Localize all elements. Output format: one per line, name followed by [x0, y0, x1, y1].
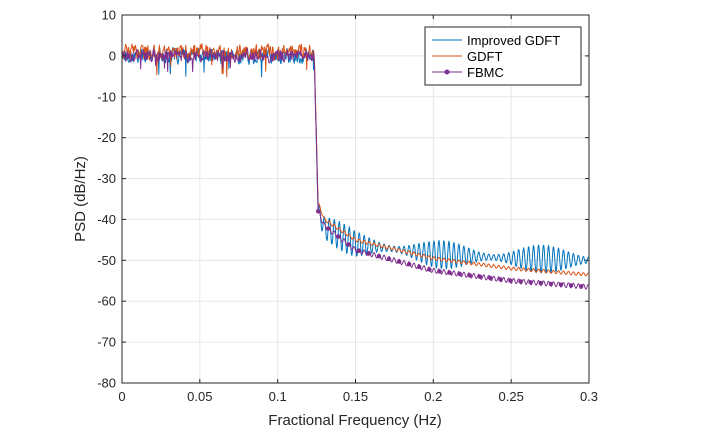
y-tick-label: -40	[97, 212, 116, 227]
fbmc-marker	[336, 234, 341, 239]
series-line-improved-gdft	[121, 46, 590, 274]
legend-marker-fbmc	[444, 69, 450, 75]
y-tick-label: -10	[97, 89, 116, 104]
x-tick-label: 0.15	[343, 389, 368, 404]
x-axis-title: Fractional Frequency (Hz)	[268, 412, 441, 429]
y-tick-label: -50	[97, 253, 116, 268]
fbmc-marker	[315, 209, 321, 214]
fbmc-marker	[396, 259, 402, 264]
fbmc-marker	[437, 269, 442, 274]
fbmc-marker	[508, 278, 513, 283]
x-tick-label: 0.3	[580, 389, 598, 404]
y-axis-title: PSD (dB/Hz)	[72, 156, 89, 242]
y-tick-label: 0	[109, 48, 116, 63]
fbmc-marker	[538, 280, 543, 286]
series-line-gdft	[121, 43, 590, 277]
x-tick-label: 0.1	[269, 389, 287, 404]
fbmc-marker	[467, 273, 473, 278]
legend-label-improved-gdft: Improved GDFT	[467, 33, 560, 48]
ticks	[121, 14, 590, 384]
legend: Improved GDFT GDFT FBMC	[424, 26, 582, 86]
x-tick-label: 0.25	[499, 389, 524, 404]
fbmc-marker	[457, 271, 462, 277]
y-tick-label: -80	[97, 376, 116, 391]
fbmc-marker	[568, 283, 574, 288]
fbmc-marker	[447, 270, 452, 275]
x-tick-label: 0.2	[424, 389, 442, 404]
fbmc-marker	[498, 277, 503, 282]
series-group	[121, 43, 590, 290]
fbmc-marker	[518, 279, 523, 284]
y-tick-label: -60	[97, 294, 116, 309]
series-line-fbmc	[121, 48, 590, 290]
y-tick-label: -30	[97, 171, 116, 186]
fbmc-marker	[579, 284, 584, 289]
fbmc-marker	[326, 226, 331, 231]
y-tick-label: -70	[97, 335, 116, 350]
fbmc-marker	[427, 267, 432, 272]
fbmc-marker	[386, 256, 392, 262]
legend-label-fbmc: FBMC	[467, 65, 504, 80]
fbmc-marker	[366, 251, 371, 256]
legend-label-gdft: GDFT	[467, 49, 502, 64]
tick-labels: 0 0.05 0.1 0.15 0.2 0.25 0.3 10 0 -10 -20 -30 -40 -50…	[97, 8, 598, 405]
fbmc-marker	[376, 254, 382, 259]
fbmc-marker	[558, 282, 564, 287]
y-tick-label: -20	[97, 130, 116, 145]
fbmc-marker	[346, 242, 351, 247]
fbmc-marker	[548, 281, 554, 287]
fbmc-marker	[477, 274, 483, 279]
y-tick-label: 10	[102, 8, 116, 23]
fbmc-marker	[407, 262, 412, 267]
fbmc-marker	[528, 280, 533, 285]
x-tick-label: 0.05	[187, 389, 212, 404]
fbmc-marker	[356, 248, 361, 254]
fbmc-marker	[488, 275, 493, 281]
x-tick-label: 0	[118, 389, 125, 404]
fbmc-marker	[417, 264, 422, 270]
